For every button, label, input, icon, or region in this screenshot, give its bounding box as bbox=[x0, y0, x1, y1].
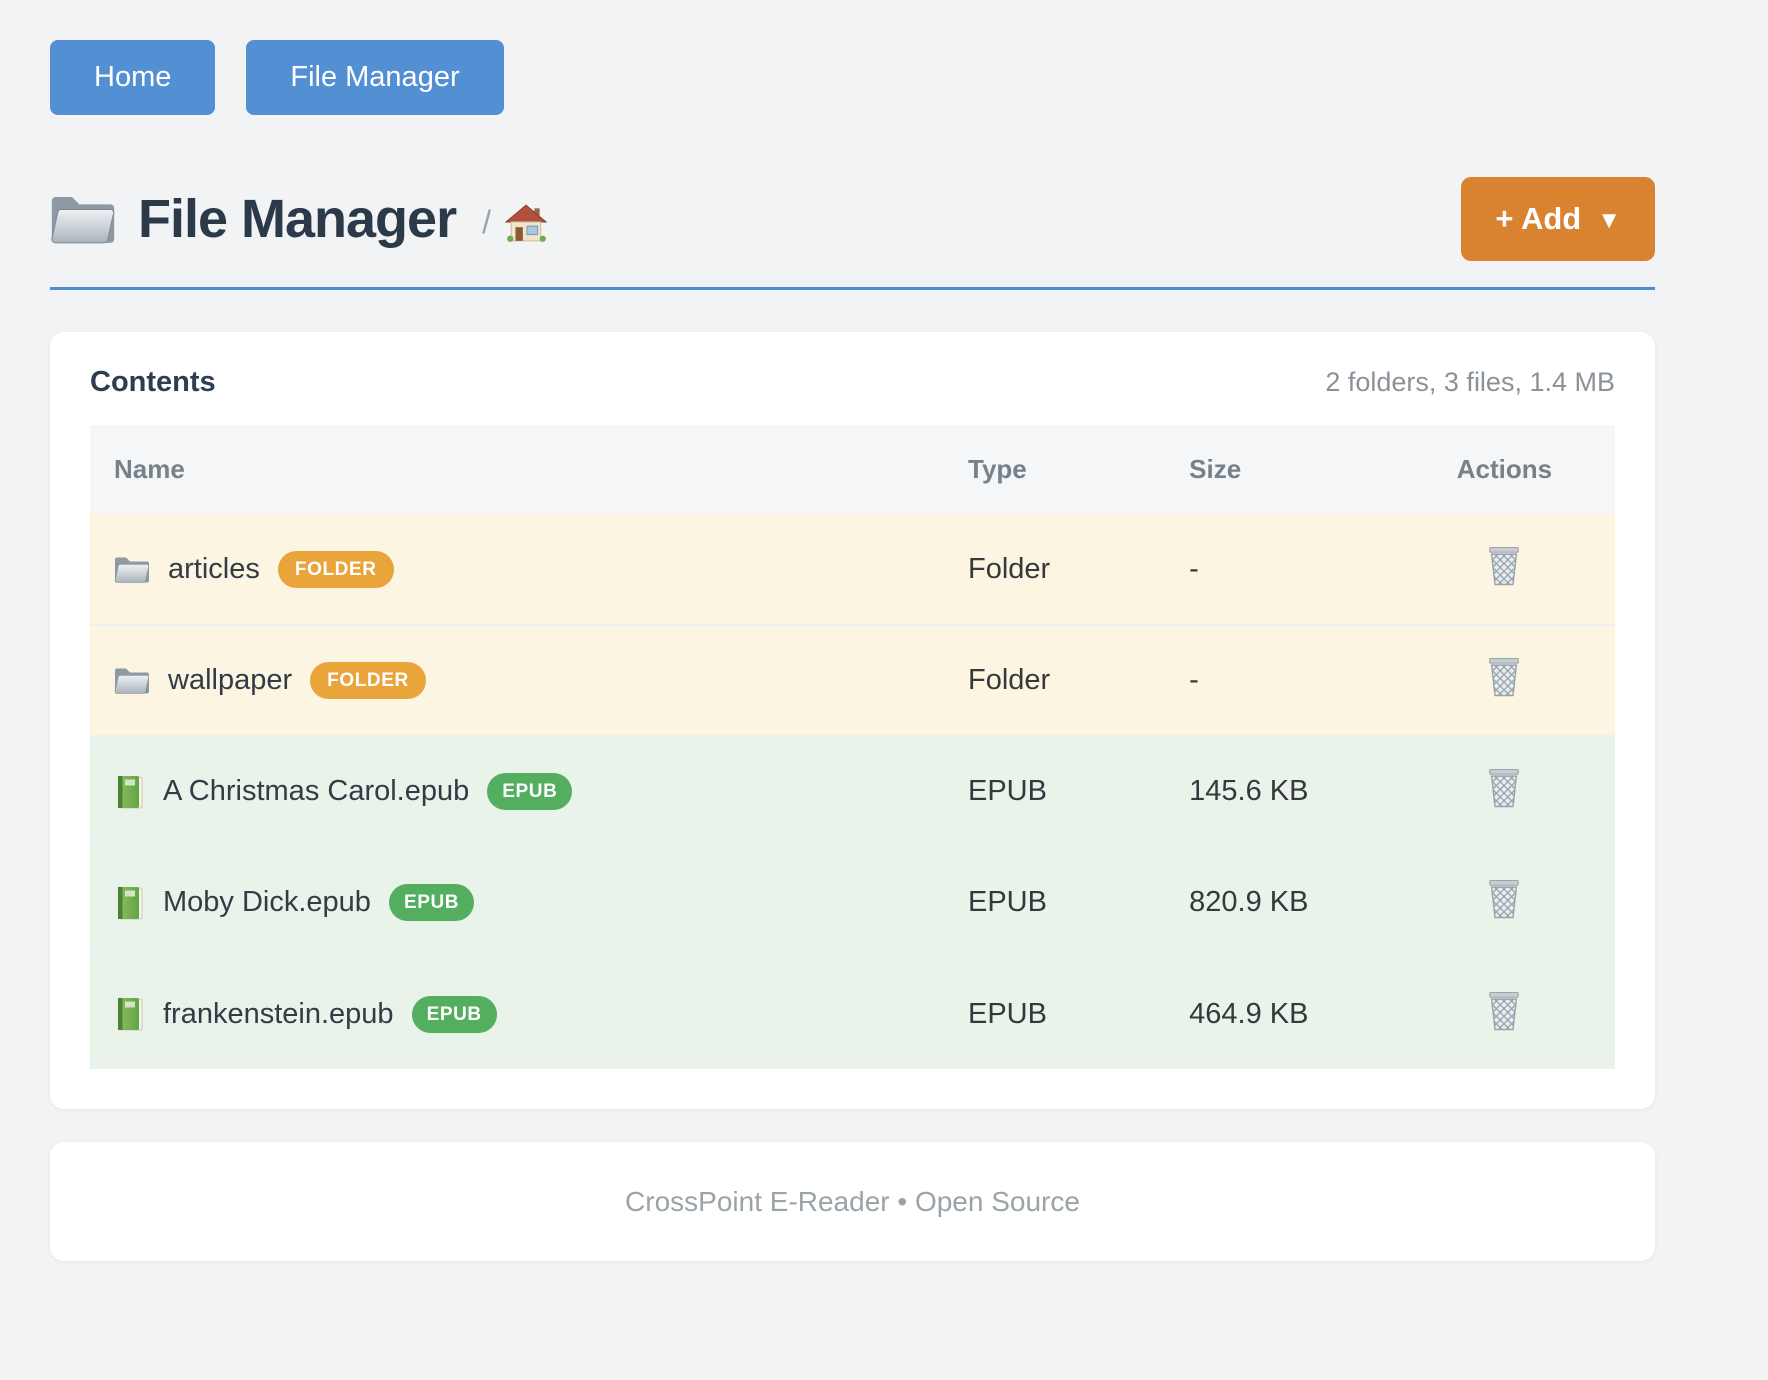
table-row-articles: articles FOLDER Folder - bbox=[90, 514, 1615, 625]
item-name: Moby Dick.epub bbox=[163, 886, 371, 918]
house-icon bbox=[504, 204, 547, 242]
wastebasket-icon bbox=[1489, 657, 1520, 697]
delete-button[interactable] bbox=[1485, 655, 1523, 698]
item-type: EPUB bbox=[968, 997, 1047, 1030]
contents-summary: 2 folders, 3 files, 1.4 MB bbox=[1325, 367, 1615, 397]
item-name: articles bbox=[168, 552, 260, 585]
item-size: - bbox=[1189, 664, 1199, 696]
title-wrap: File Manager / bbox=[50, 188, 547, 250]
header-divider bbox=[50, 287, 1655, 290]
nav-home-button[interactable]: Home bbox=[50, 40, 216, 115]
wastebasket-icon bbox=[1489, 879, 1520, 919]
contents-card: Contents 2 folders, 3 files, 1.4 MB Name… bbox=[50, 332, 1655, 1109]
page-header: File Manager / + Add ▼ bbox=[50, 177, 1655, 261]
folder-icon bbox=[51, 197, 115, 244]
column-header-type: Type bbox=[944, 425, 1166, 514]
item-type: EPUB bbox=[968, 886, 1047, 918]
epub-badge: EPUB bbox=[487, 773, 573, 810]
add-button[interactable]: + Add ▼ bbox=[1461, 177, 1655, 261]
item-size: - bbox=[1189, 552, 1199, 585]
item-size: 464.9 KB bbox=[1189, 997, 1309, 1030]
folder-badge: FOLDER bbox=[310, 662, 426, 699]
page: Home File Manager File Manager / bbox=[50, 0, 1655, 1261]
delete-button[interactable] bbox=[1485, 877, 1523, 920]
epub-badge: EPUB bbox=[411, 995, 497, 1033]
item-size: 145.6 KB bbox=[1189, 775, 1309, 807]
column-header-size: Size bbox=[1165, 425, 1394, 514]
page-title: File Manager bbox=[138, 189, 457, 249]
wastebasket-icon bbox=[1489, 768, 1520, 808]
green-book-icon bbox=[114, 885, 145, 921]
footer-card: CrossPoint E-Reader • Open Source bbox=[50, 1142, 1655, 1261]
item-type: Folder bbox=[968, 552, 1051, 585]
column-header-name: Name bbox=[90, 425, 944, 514]
folder-link[interactable]: articles bbox=[114, 553, 260, 586]
table-row-christmas-carol: A Christmas Carol.epub EPUB EPUB 145.6 K… bbox=[90, 736, 1615, 847]
breadcrumb-home-link[interactable] bbox=[504, 204, 547, 242]
file-link[interactable]: frankenstein.epub bbox=[114, 996, 394, 1032]
column-header-actions: Actions bbox=[1393, 425, 1615, 514]
table-row-moby-dick: Moby Dick.epub EPUB EPUB 820.9 KB bbox=[90, 847, 1615, 958]
caret-down-icon: ▼ bbox=[1597, 206, 1621, 234]
folder-badge: FOLDER bbox=[277, 550, 394, 588]
breadcrumb-separator: / bbox=[482, 203, 491, 240]
delete-button[interactable] bbox=[1485, 544, 1523, 587]
item-size: 820.9 KB bbox=[1189, 886, 1309, 918]
green-book-icon bbox=[114, 774, 145, 810]
folder-link[interactable]: wallpaper bbox=[114, 664, 292, 697]
table-row-wallpaper: wallpaper FOLDER Folder - bbox=[90, 625, 1615, 736]
item-name: A Christmas Carol.epub bbox=[163, 775, 470, 807]
file-link[interactable]: A Christmas Carol.epub bbox=[114, 774, 469, 810]
add-button-label: + Add bbox=[1495, 201, 1582, 236]
wastebasket-icon bbox=[1489, 991, 1520, 1030]
item-type: Folder bbox=[968, 664, 1051, 696]
item-name: wallpaper bbox=[168, 664, 293, 696]
footer-text: CrossPoint E-Reader • Open Source bbox=[625, 1185, 1080, 1217]
folder-icon bbox=[114, 554, 150, 585]
file-table: Name Type Size Actions articles bbox=[90, 425, 1615, 1069]
delete-button[interactable] bbox=[1485, 766, 1523, 809]
epub-badge: EPUB bbox=[388, 884, 475, 921]
contents-card-header: Contents 2 folders, 3 files, 1.4 MB bbox=[90, 366, 1615, 399]
table-header: Name Type Size Actions bbox=[90, 425, 1615, 514]
top-navigation: Home File Manager bbox=[50, 0, 1655, 115]
file-link[interactable]: Moby Dick.epub bbox=[114, 885, 371, 921]
wastebasket-icon bbox=[1489, 546, 1520, 585]
contents-heading: Contents bbox=[90, 366, 216, 398]
nav-file-manager-button[interactable]: File Manager bbox=[246, 40, 504, 115]
table-row-frankenstein: frankenstein.epub EPUB EPUB 464.9 KB bbox=[90, 958, 1615, 1069]
item-name: frankenstein.epub bbox=[163, 997, 394, 1030]
folder-icon bbox=[114, 665, 150, 696]
delete-button[interactable] bbox=[1485, 989, 1523, 1032]
item-type: EPUB bbox=[968, 775, 1047, 807]
green-book-icon bbox=[114, 996, 145, 1032]
